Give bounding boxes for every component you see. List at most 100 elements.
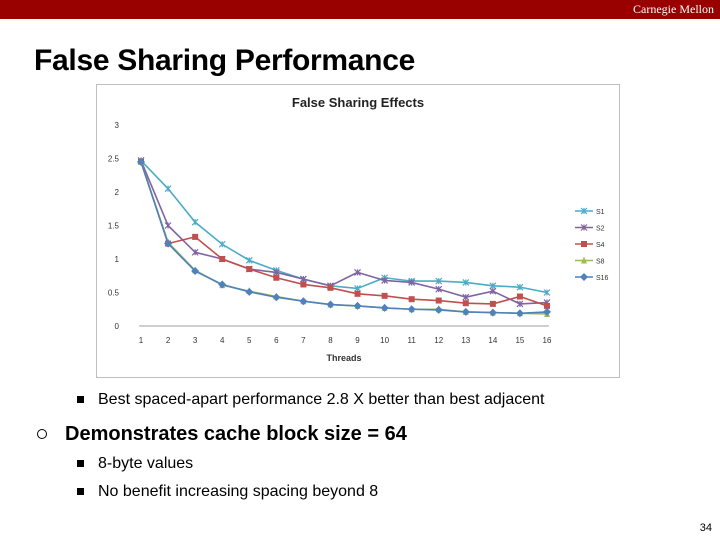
data-point: [544, 302, 550, 309]
page-number: 34: [699, 522, 712, 534]
data-point: [462, 293, 470, 301]
data-point: [354, 290, 361, 297]
bullet-sub-3-text: No benefit increasing spacing beyond 8: [98, 483, 379, 500]
data-point: [354, 268, 361, 276]
data-point: [246, 266, 253, 273]
data-point: [580, 273, 588, 281]
data-point: [219, 256, 226, 262]
data-point: [381, 277, 389, 284]
x-tick-label: 2: [166, 336, 171, 345]
legend-label: S4: [596, 242, 605, 249]
data-point: [191, 248, 199, 256]
y-tick-label: 0: [115, 322, 120, 331]
header-bar: Carnegie Mellon: [0, 0, 720, 19]
data-point: [580, 224, 588, 231]
x-tick-label: 6: [274, 336, 279, 345]
x-tick-label: 1: [139, 336, 144, 345]
series-line-s16: [140, 161, 548, 315]
bullet-main-text: Demonstrates cache block size = 64: [65, 423, 407, 445]
data-point: [435, 297, 442, 304]
data-point: [245, 287, 254, 296]
x-tick-label: 9: [355, 336, 360, 345]
data-point: [354, 285, 361, 292]
y-tick-label: 2: [115, 188, 120, 197]
data-point: [462, 300, 469, 307]
x-axis-label: Threads: [326, 353, 361, 363]
data-point: [434, 305, 443, 314]
data-point: [245, 256, 253, 264]
x-tick-label: 14: [488, 336, 497, 345]
data-point: [407, 305, 416, 314]
x-tick-label: 15: [515, 336, 524, 345]
y-tick-label: 2.5: [108, 155, 120, 164]
data-point: [543, 307, 551, 316]
data-point: [581, 241, 587, 247]
data-point: [488, 308, 497, 317]
data-point: [272, 268, 280, 276]
data-point: [408, 279, 416, 286]
series-line-s4: [140, 161, 548, 307]
data-point: [380, 303, 389, 312]
x-tick-label: 10: [380, 336, 389, 345]
x-tick-label: 7: [301, 336, 306, 345]
y-tick-label: 3: [115, 121, 120, 130]
data-point: [327, 284, 334, 291]
data-point: [137, 157, 145, 166]
legend-label: S16: [596, 275, 609, 282]
series-line-s2: [140, 160, 548, 305]
x-tick-label: 5: [247, 336, 252, 345]
data-point: [516, 293, 523, 300]
x-tick-label: 11: [408, 336, 417, 345]
data-point: [581, 256, 587, 264]
y-tick-label: 1.5: [108, 222, 120, 231]
data-point: [489, 287, 497, 295]
x-tick-label: 8: [328, 336, 333, 345]
data-point: [164, 239, 173, 248]
bullet-sub-2-text: 8-byte values: [98, 455, 194, 472]
series-line-s1: [140, 159, 548, 294]
data-point: [489, 282, 497, 290]
data-point: [543, 289, 551, 296]
data-point: [381, 292, 388, 299]
data-point: [462, 279, 470, 286]
x-tick-label: 12: [434, 336, 443, 345]
square-bullet-icon: [77, 460, 84, 467]
data-point: [218, 280, 227, 289]
legend-label: S8: [596, 259, 605, 266]
data-point: [326, 300, 335, 309]
brand-text: Carnegie Mellon: [633, 2, 714, 16]
data-point: [164, 185, 172, 193]
data-point: [516, 300, 524, 308]
bullet-sub-1-text: Best spaced-apart performance 2.8 X bett…: [98, 391, 545, 408]
ring-bullet-icon: [37, 429, 47, 439]
data-point: [435, 285, 443, 293]
x-tick-label: 13: [461, 336, 470, 345]
data-point: [299, 297, 308, 306]
square-bullet-icon: [77, 396, 84, 403]
data-point: [408, 296, 415, 303]
data-point: [192, 233, 199, 240]
y-tick-label: 0.5: [108, 289, 120, 298]
data-point: [299, 275, 307, 283]
data-point: [580, 207, 588, 215]
x-tick-label: 4: [220, 336, 225, 345]
data-point: [272, 293, 281, 302]
data-point: [461, 307, 470, 316]
data-point: [191, 267, 200, 276]
data-point: [191, 218, 199, 226]
legend-label: S1: [596, 209, 605, 216]
data-point: [218, 240, 226, 248]
chart-title: False Sharing Effects: [292, 95, 424, 110]
slide-title: False Sharing Performance: [34, 44, 415, 77]
x-tick-label: 3: [193, 336, 198, 345]
data-point: [489, 300, 496, 307]
y-tick-label: 1: [115, 255, 120, 264]
data-point: [353, 301, 362, 310]
data-point: [435, 277, 443, 285]
square-bullet-icon: [77, 488, 84, 495]
data-point: [300, 281, 307, 288]
data-point: [515, 309, 524, 318]
legend-label: S2: [596, 226, 605, 233]
chart-container: False Sharing Effects 0 0.5 1 1.5 2 2.5 3 1 2 3 4 5 6…: [96, 84, 620, 378]
